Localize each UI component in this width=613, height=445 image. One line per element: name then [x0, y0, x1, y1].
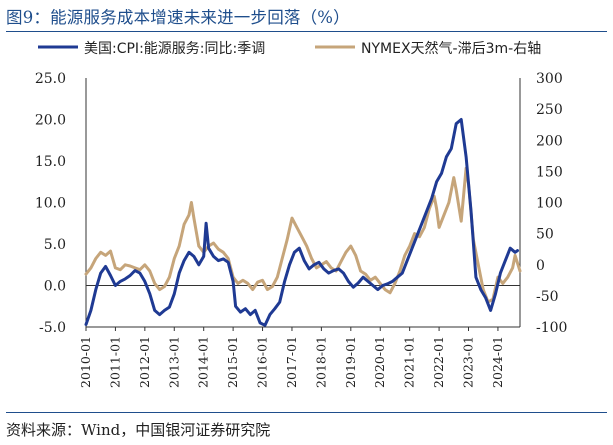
x-tick-label: 2015-01: [225, 336, 240, 388]
right-tick-label: -50: [536, 289, 559, 305]
right-tick-label: 100: [536, 196, 563, 212]
left-tick-label: 5.0: [44, 237, 66, 253]
source-note: 资料来源：Wind，中国银河证券研究院: [6, 421, 271, 439]
x-tick-label: 2013-01: [166, 336, 181, 388]
series-line-natural-gas: [84, 166, 522, 304]
x-tick-label: 2022-01: [431, 336, 446, 388]
right-tick-label: 50: [536, 227, 554, 243]
right-tick-label: 150: [536, 164, 563, 180]
series-line-energy-services-cpi: [84, 118, 519, 327]
x-tick-label: 2010-01: [78, 336, 93, 388]
x-tick-label: 2024-01: [490, 336, 505, 388]
legend-label: 美国:CPI:能源服务:同比:季调: [84, 41, 265, 57]
x-tick-label: 2016-01: [255, 336, 270, 388]
left-tick-label: 0.0: [44, 279, 66, 295]
legend-label: NYMEX天然气-滞后3m-右轴: [361, 40, 541, 57]
title-rule: [6, 31, 607, 32]
x-tick-label: 2012-01: [137, 336, 152, 388]
right-tick-label: 200: [536, 133, 563, 149]
left-tick-label: 15.0: [35, 154, 66, 170]
left-tick-label: 25.0: [35, 71, 66, 87]
x-tick-label: 2017-01: [284, 336, 299, 388]
right-tick-label: -100: [536, 320, 567, 336]
x-tick-label: 2021-01: [402, 336, 417, 388]
x-tick-label: 2011-01: [107, 336, 122, 388]
right-tick-label: 300: [536, 71, 563, 87]
x-tick-label: 2023-01: [461, 336, 476, 388]
x-tick-label: 2018-01: [313, 336, 328, 388]
x-tick-label: 2019-01: [343, 336, 358, 388]
x-tick-label: 2020-01: [372, 336, 387, 388]
x-tick-label: 2014-01: [196, 336, 211, 388]
left-tick-label: 10.0: [35, 196, 66, 212]
source-rule: [6, 412, 607, 413]
left-tick-label: 20.0: [35, 113, 66, 129]
right-tick-label: 0: [536, 258, 545, 274]
figure-title: 图9：能源服务成本增速未来进一步回落（%）: [6, 8, 350, 27]
right-tick-label: 250: [536, 102, 563, 118]
left-tick-label: -5.0: [39, 320, 66, 336]
